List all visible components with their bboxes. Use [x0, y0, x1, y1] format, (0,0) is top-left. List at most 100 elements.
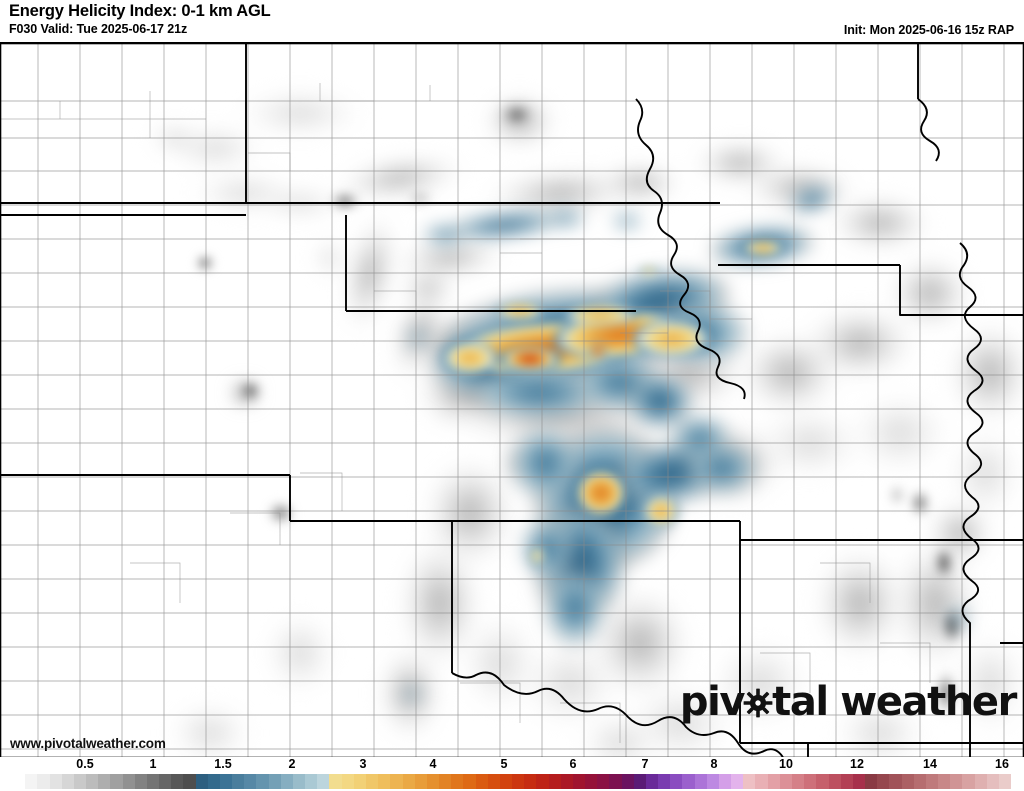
valid-time-label: F030 Valid: Tue 2025-06-17 21z — [9, 22, 188, 36]
county-boundaries — [0, 43, 1024, 758]
colorbar-swatch[interactable] — [609, 774, 622, 789]
colorbar-tick: 10 — [779, 757, 793, 771]
colorbar-swatch[interactable] — [536, 774, 549, 789]
colorbar-swatch[interactable] — [219, 774, 233, 789]
colorbar-swatch[interactable] — [816, 774, 829, 789]
colorbar-swatch[interactable] — [378, 774, 391, 789]
colorbar-swatch[interactable] — [779, 774, 792, 789]
colorbar-swatch[interactable] — [402, 774, 415, 789]
state-boundaries — [0, 43, 1024, 758]
warm-core-layer — [440, 240, 785, 567]
colorbar-swatch[interactable] — [828, 774, 841, 789]
colorbar-swatch[interactable] — [913, 774, 926, 789]
colorbar-swatch[interactable] — [232, 774, 245, 789]
colorbar-swatch[interactable] — [13, 774, 26, 789]
colorbar-swatch[interactable] — [658, 774, 671, 789]
colorbar-swatch[interactable] — [414, 774, 427, 789]
colorbar-swatch[interactable] — [195, 774, 208, 789]
map-panel[interactable]: piv tal weather www.pivotalweather.com — [0, 42, 1024, 759]
colorbar-swatch[interactable] — [512, 774, 525, 789]
site-url-label: www.pivotalweather.com — [10, 736, 166, 751]
colorbar-swatch[interactable] — [268, 774, 281, 789]
colorbar-swatch[interactable] — [974, 774, 987, 789]
colorbar-tick: 4 — [429, 757, 437, 771]
colorbar-swatch[interactable] — [572, 774, 586, 789]
colorbar-swatch[interactable] — [171, 774, 184, 789]
colorbar-tick: 2 — [288, 757, 296, 771]
colorbar-gradient-strip[interactable] — [13, 774, 1012, 789]
colorbar-swatch[interactable] — [633, 774, 646, 789]
colorbar-swatch[interactable] — [986, 774, 999, 789]
colorbar-swatch[interactable] — [353, 774, 366, 789]
colorbar-swatch[interactable] — [962, 774, 975, 789]
colorbar-swatch[interactable] — [159, 774, 172, 789]
colorbar-swatch[interactable] — [901, 774, 914, 789]
colorbar-swatch[interactable] — [852, 774, 866, 789]
colorbar-swatch[interactable] — [73, 774, 87, 789]
colorbar-swatch[interactable] — [439, 774, 452, 789]
colorbar-swatch[interactable] — [134, 774, 147, 789]
colorbar-swatch[interactable] — [37, 774, 50, 789]
colorbar-swatch[interactable] — [317, 774, 330, 789]
colorbar-swatch[interactable] — [98, 774, 111, 789]
colorbar-swatch[interactable] — [670, 774, 683, 789]
gray-field-layer — [145, 85, 1024, 758]
colorbar-swatch[interactable] — [207, 774, 220, 789]
colorbar-tick: 5 — [500, 757, 508, 771]
colorbar-swatch[interactable] — [280, 774, 293, 789]
colorbar-swatch[interactable] — [755, 774, 768, 789]
colorbar-swatch[interactable] — [718, 774, 732, 789]
colorbar-swatch[interactable] — [682, 774, 695, 789]
colorbar-swatch[interactable] — [840, 774, 853, 789]
colorbar-swatch[interactable] — [743, 774, 756, 789]
colorbar-swatch[interactable] — [621, 774, 634, 789]
colorbar-swatch[interactable] — [767, 774, 780, 789]
colorbar-swatch[interactable] — [110, 774, 123, 789]
colorbar-swatch[interactable] — [329, 774, 342, 789]
colorbar-swatch[interactable] — [86, 774, 99, 789]
header-bar: Energy Helicity Index: 0-1 km AGL F030 V… — [0, 0, 1024, 42]
weather-map-canvas[interactable] — [0, 43, 1024, 758]
colorbar-swatch[interactable] — [390, 774, 403, 789]
colorbar-swatch[interactable] — [597, 774, 610, 789]
colorbar-swatch[interactable] — [585, 774, 598, 789]
colorbar-swatch[interactable] — [731, 774, 744, 789]
colorbar-swatch[interactable] — [463, 774, 476, 789]
colorbar-swatch[interactable] — [451, 774, 464, 789]
colorbar-swatch[interactable] — [365, 774, 379, 789]
colorbar-swatch[interactable] — [341, 774, 354, 789]
colorbar-swatch[interactable] — [292, 774, 306, 789]
colorbar-tick-labels: 0.5 1 1.5 2 3 4 5 6 7 8 10 12 14 16 — [0, 757, 1024, 774]
colorbar-swatch[interactable] — [877, 774, 890, 789]
colorbar-tick: 8 — [710, 757, 718, 771]
colorbar-swatch[interactable] — [146, 774, 160, 789]
colorbar-swatch[interactable] — [487, 774, 500, 789]
colorbar-swatch[interactable] — [244, 774, 257, 789]
colorbar-swatch[interactable] — [804, 774, 817, 789]
colorbar-swatch[interactable] — [524, 774, 537, 789]
colorbar-swatch[interactable] — [889, 774, 902, 789]
colorbar[interactable]: 0.5 1 1.5 2 3 4 5 6 7 8 10 12 14 16 — [0, 757, 1024, 791]
colorbar-swatch[interactable] — [183, 774, 196, 789]
colorbar-swatch[interactable] — [950, 774, 963, 789]
colorbar-swatch[interactable] — [256, 774, 269, 789]
colorbar-swatch[interactable] — [792, 774, 805, 789]
colorbar-swatch[interactable] — [305, 774, 318, 789]
colorbar-swatch[interactable] — [865, 774, 878, 789]
colorbar-swatch[interactable] — [122, 774, 135, 789]
colorbar-swatch[interactable] — [938, 774, 951, 789]
colorbar-swatch[interactable] — [998, 774, 1012, 789]
colorbar-swatch[interactable] — [25, 774, 38, 789]
colorbar-swatch[interactable] — [925, 774, 939, 789]
colorbar-swatch[interactable] — [706, 774, 719, 789]
colorbar-swatch[interactable] — [475, 774, 488, 789]
colorbar-swatch[interactable] — [694, 774, 707, 789]
colorbar-swatch[interactable] — [426, 774, 440, 789]
colorbar-swatch[interactable] — [61, 774, 74, 789]
colorbar-swatch[interactable] — [49, 774, 62, 789]
page-title: Energy Helicity Index: 0-1 km AGL — [9, 2, 271, 20]
colorbar-swatch[interactable] — [548, 774, 561, 789]
colorbar-swatch[interactable] — [645, 774, 659, 789]
colorbar-swatch[interactable] — [560, 774, 573, 789]
colorbar-swatch[interactable] — [499, 774, 513, 789]
